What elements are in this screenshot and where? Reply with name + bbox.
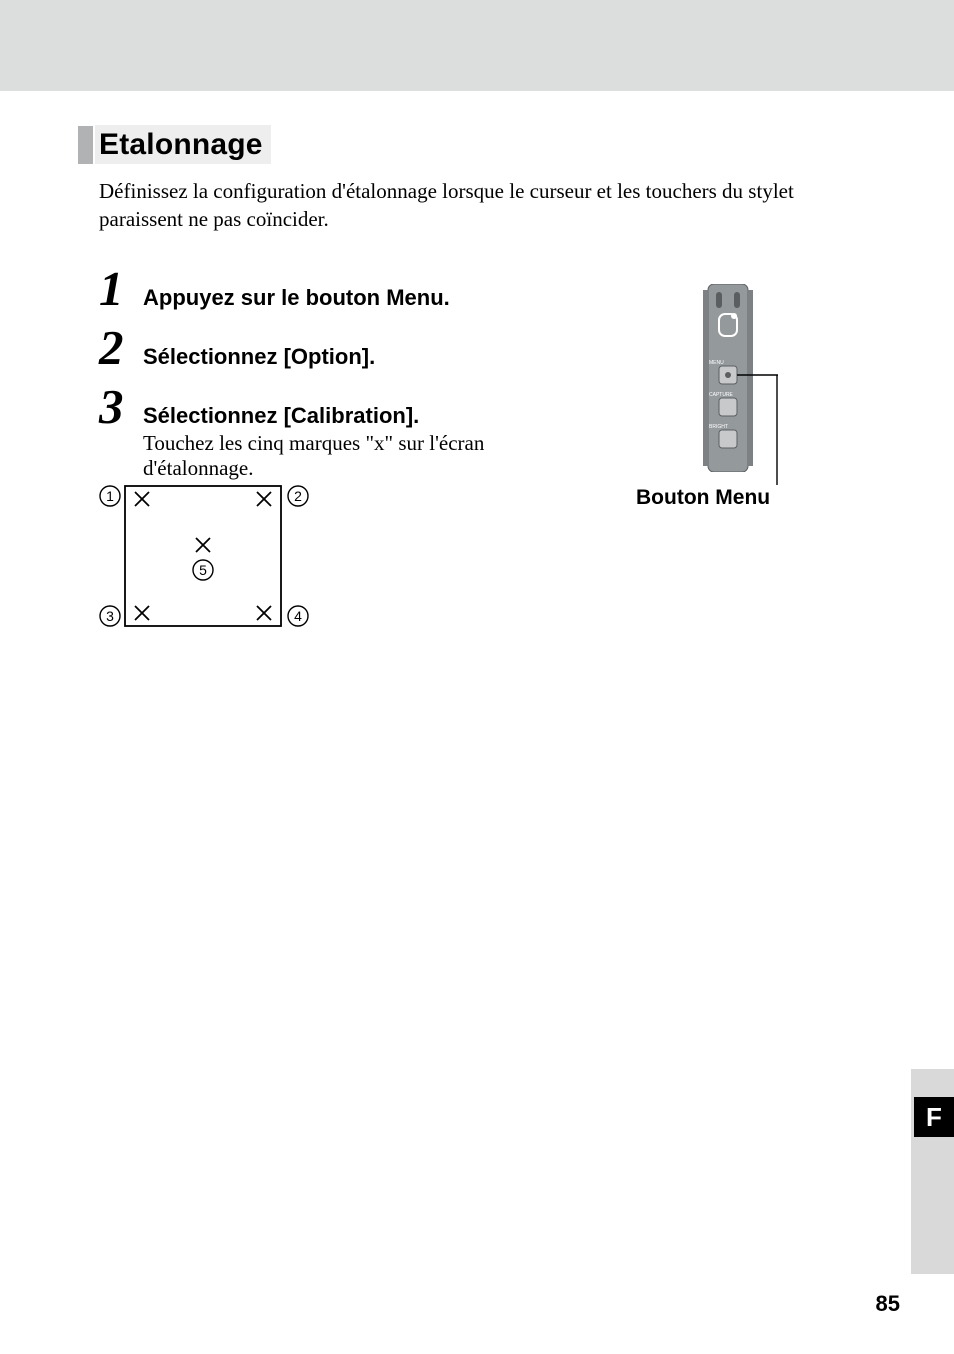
calib-mark-4: 4 <box>294 608 302 624</box>
device-label: Bouton Menu <box>636 486 770 510</box>
step-1: 1 Appuyez sur le bouton Menu. <box>99 264 569 313</box>
step-2: 2 Sélectionnez [Option]. <box>99 323 569 372</box>
calib-mark-2: 2 <box>294 488 302 504</box>
step-title: Sélectionnez [Calibration]. <box>143 403 569 429</box>
step-number: 3 <box>99 382 133 431</box>
calibration-figure: 1 2 3 4 5 <box>99 482 323 647</box>
page-number: 85 <box>876 1291 900 1317</box>
step-description: Touchez les cinq marques "x" sur l'écran… <box>143 431 569 481</box>
calib-mark-5: 5 <box>199 562 207 578</box>
step-title: Sélectionnez [Option]. <box>143 344 569 370</box>
section-title-wrap: Etalonnage <box>78 125 271 164</box>
side-tab-label: F <box>914 1097 954 1137</box>
svg-text:BRIGHT: BRIGHT <box>709 424 728 430</box>
step-3: 3 Sélectionnez [Calibration]. Touchez le… <box>99 382 569 481</box>
title-accent-bar <box>78 126 93 164</box>
step-number: 1 <box>99 264 133 313</box>
step-number: 2 <box>99 323 133 372</box>
section-title: Etalonnage <box>95 125 271 164</box>
steps-list: 1 Appuyez sur le bouton Menu. 2 Sélectio… <box>99 264 569 491</box>
step-title: Appuyez sur le bouton Menu. <box>143 285 569 311</box>
svg-text:CAPTURE: CAPTURE <box>709 392 734 398</box>
calib-mark-3: 3 <box>106 608 114 624</box>
top-strip <box>0 0 954 91</box>
intro-paragraph: Définissez la configuration d'étalonnage… <box>99 178 844 233</box>
calib-mark-1: 1 <box>106 488 114 504</box>
svg-text:MENU: MENU <box>709 360 724 366</box>
device-figure: MENU CAPTURE BRIGHT <box>682 284 778 477</box>
